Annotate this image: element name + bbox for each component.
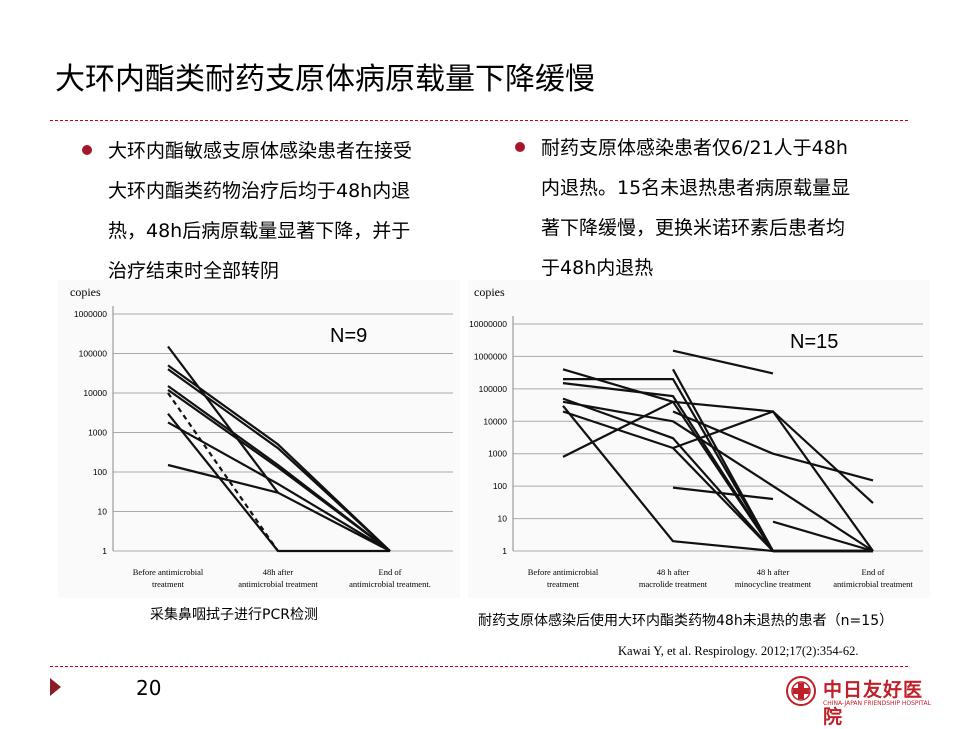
- series-line: [167, 345, 279, 494]
- x-tick-label: treatment: [152, 579, 185, 589]
- y-axis-label: copies: [474, 285, 505, 299]
- series-line: [672, 368, 873, 553]
- x-tick-label: End of: [379, 567, 402, 577]
- x-tick-label: antimicrobial treatment.: [349, 579, 431, 589]
- series-line: [167, 368, 391, 552]
- x-tick-label: minocycline treatment: [735, 579, 812, 589]
- x-tick-label: 48h after: [263, 567, 294, 577]
- x-tick-label: 48 h after: [757, 567, 790, 577]
- y-tick-label: 100: [93, 467, 107, 477]
- x-tick-label: 48 h after: [657, 567, 690, 577]
- series-line: [167, 421, 391, 552]
- series-line: [672, 410, 874, 482]
- chart-annotation: N=15: [790, 331, 838, 353]
- triangle-marker-icon: [50, 678, 61, 696]
- page-number: 20: [136, 676, 162, 700]
- y-tick-label: 100: [493, 481, 507, 491]
- series-line: [167, 389, 391, 552]
- bullet-right: 耐药支原体感染患者仅6/21人于48h 内退热。15名未退热患者病原载量显 著下…: [515, 128, 915, 288]
- x-tick-label: treatment: [547, 579, 580, 589]
- hospital-logo: 中日友好医院 CHINA-JAPAN FRIENDSHIP HOSPITAL: [785, 673, 935, 728]
- series-line: [562, 400, 874, 552]
- bullet-right-line: 著下降缓慢，更换米诺环素后患者均: [541, 217, 846, 239]
- bullet-left: 大环内酯敏感支原体感染患者在接受 大环内酯类药物治疗后均于48h内退 热，48h…: [82, 131, 482, 291]
- y-tick-label: 1000000: [74, 309, 107, 319]
- bottom-divider: [50, 666, 908, 667]
- y-tick-label: 10: [498, 514, 508, 524]
- y-axis-label: copies: [70, 285, 101, 299]
- y-tick-label: 1: [502, 546, 507, 556]
- chart-right-svg: 1 10 100 1000 10000 100000 1000000 10000000 copi…: [469, 285, 923, 589]
- chart-left-svg: 1 10 100 1000 10000 100000 1000000 copies Before…: [70, 285, 453, 589]
- hospital-seal-icon: [786, 676, 816, 706]
- chart-annotation: N=9: [330, 325, 367, 347]
- bullet-dot-icon: [82, 145, 92, 155]
- chart-left: 1 10 100 1000 10000 100000 1000000 copies Before…: [58, 280, 460, 598]
- y-tick-label: 1000000: [474, 351, 507, 361]
- chart-right: 1 10 100 1000 10000 100000 1000000 10000000 copi…: [468, 280, 930, 598]
- bullet-dot-icon: [515, 142, 525, 152]
- series-line: [672, 349, 774, 375]
- y-tick-label: 1000: [488, 449, 507, 459]
- series-line: [167, 463, 391, 552]
- caption-right: 耐药支原体感染后使用大环内酯类药物48h未退热的患者（n=15）: [478, 613, 894, 629]
- series-line: [772, 520, 874, 553]
- y-tick-label: 10000: [483, 416, 507, 426]
- series-line: [672, 410, 874, 552]
- series-line: [562, 400, 874, 504]
- series-line: [672, 486, 774, 501]
- bullet-left-line: 大环内酯类药物治疗后均于48h内退: [108, 180, 411, 202]
- y-tick-label: 100000: [479, 384, 508, 394]
- x-tick-label: antimicrobial treatment: [833, 579, 913, 589]
- bullet-left-line: 热，48h后病原载量显著下降，并于: [108, 220, 411, 242]
- x-tick-label: macrolide treatment: [639, 579, 708, 589]
- y-tick-label: 10: [98, 507, 108, 517]
- caption-left: 采集鼻咽拭子进行PCR检测: [150, 607, 318, 623]
- bullet-right-line: 内退热。15名未退热患者病原载量显: [541, 177, 851, 199]
- bullet-right-line: 于48h内退热: [541, 257, 654, 279]
- bullet-right-line: 耐药支原体感染患者仅6/21人于48h: [541, 137, 848, 159]
- y-tick-label: 100000: [79, 349, 108, 359]
- slide-title: 大环内酯类耐药支原体病原载量下降缓慢: [55, 62, 595, 97]
- x-tick-label: Before antimicrobial: [528, 567, 599, 577]
- x-tick-label: antimicrobial treatment: [238, 579, 318, 589]
- y-tick-label: 1000: [88, 428, 107, 438]
- bullet-left-line: 治疗结束时全部转阴: [108, 260, 280, 282]
- hospital-name-en: CHINA-JAPAN FRIENDSHIP HOSPITAL: [823, 700, 931, 707]
- bullet-left-line: 大环内酯敏感支原体感染患者在接受: [108, 140, 413, 162]
- x-tick-label: Before antimicrobial: [133, 567, 204, 577]
- top-divider: [50, 120, 908, 121]
- y-tick-label: 1: [102, 546, 107, 556]
- y-tick-label: 10000000: [469, 319, 507, 329]
- y-tick-label: 10000: [83, 388, 107, 398]
- reference: Kawai Y, et al. Respirology. 2012;17(2):…: [618, 644, 859, 658]
- x-tick-label: End of: [862, 567, 885, 577]
